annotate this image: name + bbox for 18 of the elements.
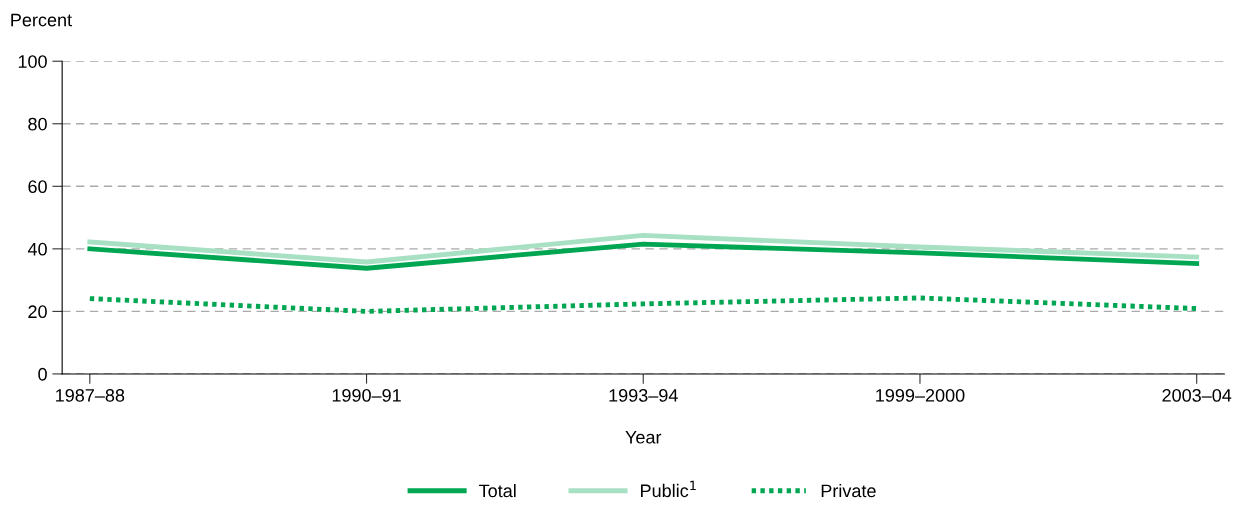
y-tick-label: 0 xyxy=(38,367,47,381)
legend-label: Public$^{1}$ xyxy=(641,480,696,498)
x-axis-title: Year xyxy=(625,431,662,444)
y-tick-label: 60 xyxy=(28,180,47,194)
x-tick-label: 1990–91 xyxy=(332,388,401,402)
x-tick-label: 1993–94 xyxy=(609,388,678,402)
x-tick-label: 2003–04 xyxy=(1162,388,1232,402)
y-axis-title: Percent xyxy=(11,13,72,27)
x-tick-label: 1999–2000 xyxy=(876,388,965,402)
line-series xyxy=(87,232,1200,265)
y-tick-label: 80 xyxy=(28,117,47,131)
y-tick-label: 20 xyxy=(28,305,47,319)
y-tick-label: 40 xyxy=(27,242,47,256)
y-tick-label: 100 xyxy=(18,55,47,68)
x-tick-label: 1987–88 xyxy=(56,388,125,402)
line-series xyxy=(87,241,1200,271)
legend-label: Total xyxy=(479,484,516,498)
legend-label: Private xyxy=(821,484,876,498)
